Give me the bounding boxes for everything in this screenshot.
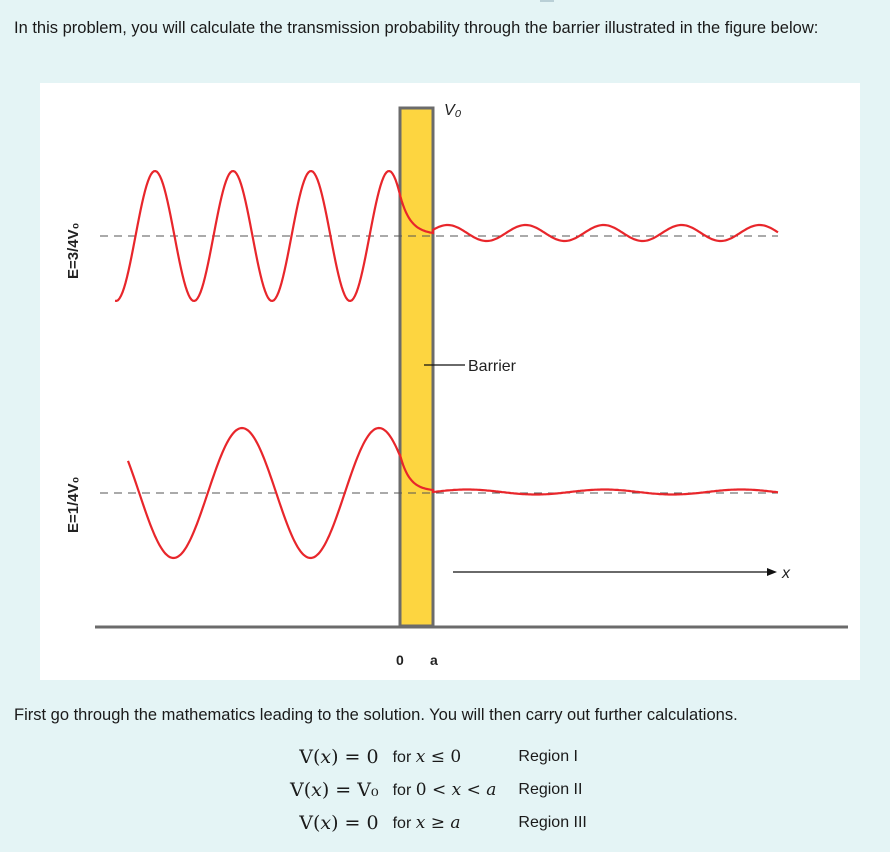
condition-prefix: for (392, 781, 416, 799)
potential-condition: for 𝑥 ≥ 𝑎 (393, 806, 519, 839)
barrier-figure: Barrier V₀ x 0 a E=3/4V₀ E=1/4V₀ (40, 83, 860, 680)
energy-label-lower: E=1/4V₀ (65, 477, 82, 533)
intro-text: In this problem, you will calculate the … (14, 19, 819, 37)
barrier-rect (398, 106, 435, 628)
potential-row: V(𝑥) = 0 for 𝑥 ≥ 𝑎 Region III (290, 806, 587, 839)
barrier-height-label: V₀ (444, 102, 462, 119)
condition-expression: 𝑥 ≥ 𝑎 (415, 812, 461, 833)
potential-condition: for 0 < 𝑥 < 𝑎 (393, 773, 519, 806)
x-axis-label: x (781, 565, 791, 582)
condition-prefix: for (392, 814, 416, 832)
barrier-label: Barrier (468, 358, 517, 375)
wave-function-lower (126, 426, 779, 560)
potential-row: V(𝑥) = V₀ for 0 < 𝑥 < 𝑎 Region II (290, 773, 587, 806)
region-label: Region III (518, 813, 587, 831)
potential-row: V(𝑥) = 0 for 𝑥 ≤ 0 Region I (290, 740, 587, 773)
wave-function-upper (114, 169, 779, 303)
potential-definition-table: V(𝑥) = 0 for 𝑥 ≤ 0 Region I V(𝑥) = V₀ for 0 … (290, 740, 587, 839)
energy-label-upper: E=3/4V₀ (65, 223, 82, 279)
top-edge-mark (540, 0, 554, 2)
x-axis-arrowhead (767, 568, 777, 576)
region-label: Region II (518, 780, 583, 798)
condition-expression: 𝑥 ≤ 0 (415, 746, 462, 767)
condition-expression: 0 < 𝑥 < 𝑎 (415, 779, 497, 800)
potential-equation: V(𝑥) = V₀ (290, 778, 379, 801)
potential-equation: V(𝑥) = 0 (299, 745, 379, 768)
tick-a-label: a (430, 652, 438, 668)
barrier-diagram: Barrier V₀ x 0 a E=3/4V₀ E=1/4V₀ (65, 102, 848, 668)
followup-text: First go through the mathematics leading… (14, 706, 738, 724)
potential-equation: V(𝑥) = 0 (299, 811, 379, 834)
region-label: Region I (518, 747, 578, 765)
tick-zero-label: 0 (396, 652, 404, 668)
potential-condition: for 𝑥 ≤ 0 (393, 740, 519, 773)
condition-prefix: for (392, 748, 416, 766)
